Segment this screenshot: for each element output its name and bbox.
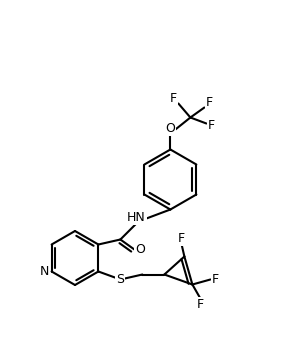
Text: HN: HN <box>127 211 146 224</box>
Text: F: F <box>206 96 213 109</box>
Text: F: F <box>197 298 204 311</box>
Text: S: S <box>116 273 124 286</box>
Text: N: N <box>40 265 49 278</box>
Text: F: F <box>178 232 185 245</box>
Text: F: F <box>212 273 219 286</box>
Text: O: O <box>136 243 145 256</box>
Text: F: F <box>170 92 177 105</box>
Text: O: O <box>165 122 175 135</box>
Text: F: F <box>208 119 215 132</box>
